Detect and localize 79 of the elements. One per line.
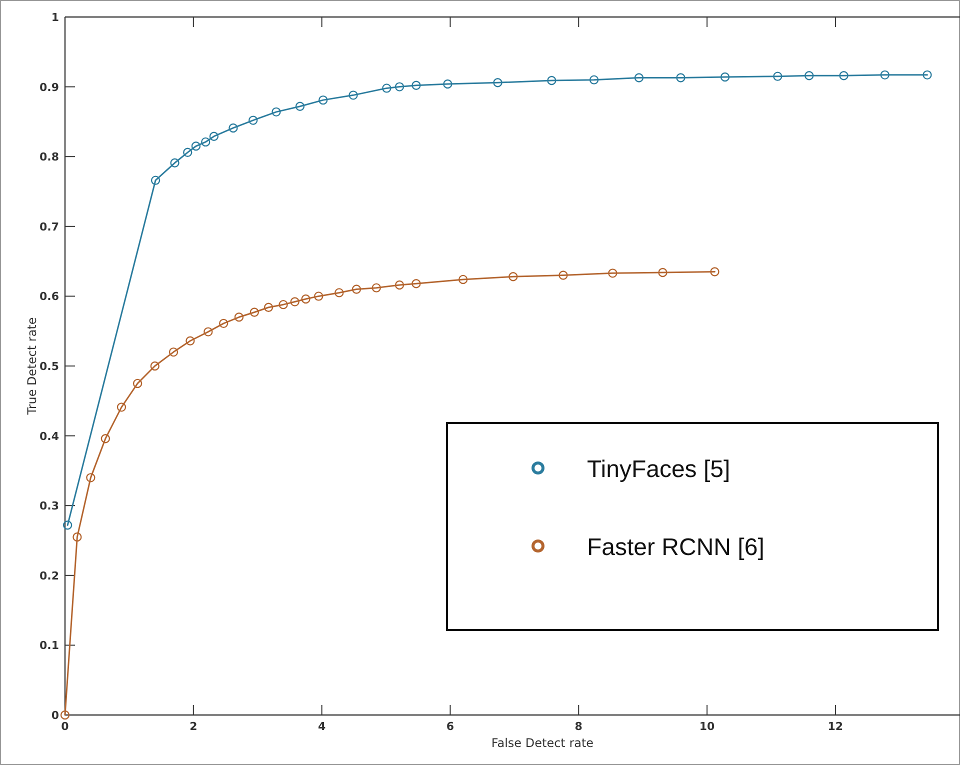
point [458, 274, 468, 284]
x-tick-label: 4 [318, 720, 326, 733]
point [372, 283, 381, 292]
point [62, 520, 72, 530]
point [348, 90, 358, 100]
point [86, 473, 96, 482]
point [412, 80, 421, 90]
y-tick-label: 1 [51, 11, 59, 24]
point [773, 72, 782, 81]
point [116, 402, 126, 412]
point [250, 308, 259, 317]
point [547, 76, 556, 86]
point [201, 137, 210, 147]
point [412, 279, 421, 288]
legend-label: TinyFaces [5] [587, 456, 730, 483]
point [493, 78, 502, 88]
point [228, 123, 238, 133]
y-tick-label: 0.3 [40, 500, 59, 513]
point [720, 72, 730, 82]
legend-label: Faster RCNN [6] [587, 534, 764, 561]
point [314, 292, 324, 301]
point [168, 347, 178, 357]
point [272, 107, 281, 117]
y-tick-label: 0.6 [40, 290, 60, 304]
point [218, 318, 228, 328]
y-tick-label: 0 [51, 709, 60, 722]
point [880, 70, 890, 80]
point [150, 176, 160, 185]
y-tick-label: 0.2 [40, 569, 59, 582]
point [508, 272, 518, 282]
point [191, 142, 201, 151]
point [608, 268, 618, 278]
point [209, 132, 219, 141]
point [183, 148, 192, 158]
x-tick-label: 8 [574, 720, 582, 733]
point [204, 327, 213, 336]
point [394, 82, 404, 92]
point [804, 71, 814, 80]
y-tick-label: 0.4 [40, 430, 60, 443]
x-tick-label: 10 [699, 720, 716, 733]
x-tick-label: 12 [828, 720, 844, 733]
x-tick-label: 0 [61, 720, 70, 733]
y-tick-label: 0.7 [40, 220, 59, 234]
point [352, 284, 362, 294]
y-tick-label: 0.9 [40, 80, 59, 94]
point [443, 79, 452, 89]
point [264, 302, 274, 312]
point [234, 312, 244, 322]
point [318, 95, 328, 105]
x-tick-label: 2 [190, 720, 198, 733]
point [72, 532, 82, 542]
y-tick-label: 0.5 [40, 360, 59, 373]
point [589, 75, 599, 84]
x-tick-label: 6 [446, 720, 454, 733]
point [301, 294, 310, 304]
point [676, 73, 686, 82]
point [150, 361, 160, 371]
point [558, 270, 568, 280]
x-axis-title: False Detect rate [491, 736, 594, 750]
point [839, 71, 848, 80]
point [100, 434, 110, 444]
point [394, 280, 404, 290]
y-tick-label: 0.1 [40, 639, 59, 652]
point [186, 336, 195, 346]
point [290, 297, 300, 306]
point [170, 158, 180, 168]
point [658, 268, 668, 278]
point [382, 84, 392, 93]
point [248, 116, 258, 125]
point [634, 73, 644, 82]
y-axis-title: True Detect rate [25, 317, 39, 416]
point [922, 70, 932, 80]
point [334, 288, 344, 298]
point [132, 378, 142, 388]
y-tick-label: 0.8 [40, 150, 59, 164]
point [60, 710, 70, 720]
point [278, 300, 288, 310]
point [295, 102, 305, 111]
point [710, 267, 720, 276]
